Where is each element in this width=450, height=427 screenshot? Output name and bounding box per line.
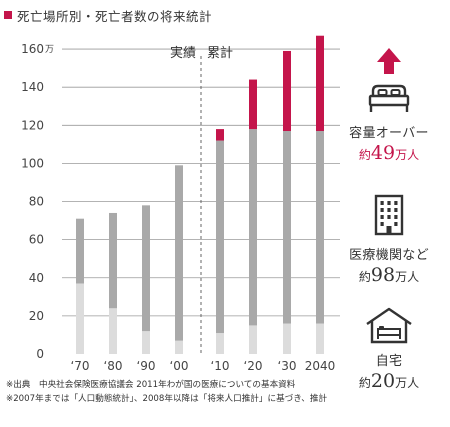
- bar-segment: [249, 325, 257, 354]
- bar-segment: [109, 212, 117, 309]
- legend-medical-facility-name: 医療機関など: [349, 248, 429, 263]
- legend-home-value: 約20万人: [358, 370, 420, 392]
- legend-over-capacity-value: 約49万人: [358, 142, 420, 164]
- y-tick-label: 40: [29, 271, 44, 285]
- y-tick-label: 20: [29, 309, 44, 323]
- y-unit-label: 万: [45, 45, 54, 55]
- y-tick-label: 120: [21, 118, 44, 132]
- bar-segment: [142, 331, 150, 354]
- y-tick-label: 100: [21, 156, 44, 170]
- bar-segment: [76, 283, 84, 354]
- x-tick-label: ‘80: [103, 359, 122, 373]
- bar-segment: [249, 79, 257, 130]
- bar-segment: [216, 140, 224, 334]
- bar-segment: [316, 35, 324, 132]
- y-axis-ticks: 0 20 40 60 80 100 120 140 160 万: [21, 42, 54, 361]
- y-tick-label: 60: [29, 233, 44, 247]
- bar-segment: [175, 165, 183, 341]
- y-tick-label: 140: [21, 80, 44, 94]
- bar-segment: [76, 218, 84, 284]
- y-tick-label: 80: [29, 195, 44, 209]
- footnote-source: ※出典 中央社会保険医療協議会 2011年わが国の医療についての基本資料: [6, 380, 296, 390]
- bar-segment: [283, 323, 291, 354]
- phase-label-actual: 実績: [170, 45, 196, 61]
- x-tick-label: ‘90: [136, 359, 155, 373]
- chart-title: 死亡場所別・死亡者数の将来統計: [4, 6, 212, 24]
- bar-segment: [316, 323, 324, 354]
- building-icon: [374, 194, 404, 236]
- x-tick-label: 2040: [305, 359, 336, 373]
- x-tick-label: ‘10: [210, 359, 229, 373]
- title-text: 死亡場所別・死亡者数の将来統計: [17, 8, 213, 24]
- grid-lines: [62, 48, 340, 317]
- bar-segment: [109, 308, 117, 354]
- y-tick-label: 0: [36, 347, 44, 361]
- bar-segment: [316, 131, 324, 324]
- bar-segment: [249, 129, 257, 326]
- x-tick-label: ‘70: [70, 359, 89, 373]
- bar-segment: [283, 50, 291, 132]
- bar-segment: [142, 205, 150, 332]
- bed-up-arrow-icon: [368, 48, 410, 112]
- x-tick-label: ‘00: [169, 359, 188, 373]
- bars: [76, 35, 324, 354]
- x-tick-label: ‘20: [243, 359, 262, 373]
- bar-segment: [175, 340, 183, 354]
- y-tick-label: 160: [21, 42, 44, 56]
- legend-over-capacity-name: 容量オーバー: [349, 126, 429, 141]
- bar-segment: [216, 333, 224, 354]
- footnotes: ※出典 中央社会保険医療協議会 2011年わが国の医療についての基本資料 ※20…: [6, 378, 327, 406]
- x-tick-label: ‘30: [277, 359, 296, 373]
- bar-segment: [216, 129, 224, 141]
- phase-label-projection: 累計: [207, 45, 233, 61]
- x-axis-ticks: ‘70 ‘80 ‘90 ‘00 ‘10 ‘20 ‘30 2040: [70, 359, 335, 373]
- footnote-method: ※2007年までは「人口動態統計」、2008年以降は「将来人口推計」に基づき、推…: [6, 394, 328, 404]
- title-marker-icon: [4, 11, 12, 19]
- legend-over-capacity: 容量オーバー 約49万人: [330, 44, 448, 164]
- legend-home: 自宅 約20万人: [330, 306, 448, 392]
- legend-medical-facility-value: 約98万人: [358, 264, 420, 286]
- bar-segment: [283, 131, 291, 324]
- house-bed-icon: [366, 307, 412, 344]
- legend-home-name: 自宅: [375, 354, 403, 369]
- legend-medical-facility: 医療機関など 約98万人: [330, 192, 448, 286]
